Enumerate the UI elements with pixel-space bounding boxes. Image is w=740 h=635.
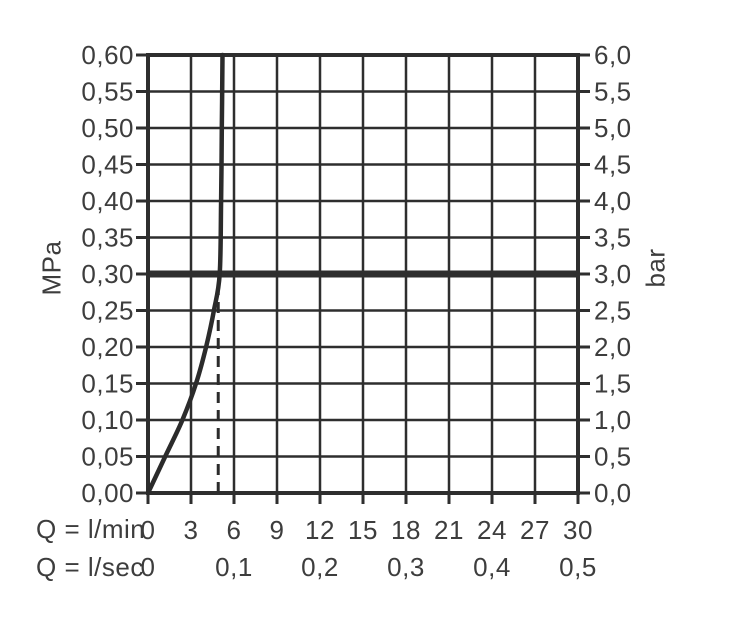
x-axis-lmin-tick-label: 15 <box>348 515 378 545</box>
x-axis-lmin-tick-label: 21 <box>434 515 464 545</box>
y-axis-right-tick-label: 4,5 <box>594 150 632 180</box>
y-axis-right-tick-label: 5,5 <box>594 77 632 107</box>
x-axis-lsec-tick-label: 0,4 <box>473 552 511 582</box>
y-axis-left-tick-label: 0,40 <box>81 186 134 216</box>
y-axis-left-tick-label: 0,10 <box>81 405 134 435</box>
x-axis-lsec-tick-label: 0,2 <box>301 552 339 582</box>
y-axis-right-title: bar <box>640 248 671 288</box>
flow-characteristic-curve <box>145 52 225 496</box>
y-axis-left-tick-label: 0,60 <box>81 40 134 70</box>
y-axis-right-tick-label: 0,0 <box>594 478 632 508</box>
y-axis-right-tick-label: 2,5 <box>594 296 632 326</box>
y-axis-right-tick-label: 6,0 <box>594 40 632 70</box>
x-axis-lmin-tick-label: 18 <box>391 515 421 545</box>
y-axis-left-tick-label: 0,30 <box>81 259 134 289</box>
x-axis-lmin-tick-label: 12 <box>305 515 335 545</box>
y-axis-right-tick-label: 3,0 <box>594 259 632 289</box>
y-axis-left-tick-label: 0,35 <box>81 223 134 253</box>
x-axis-lsec-tick-label: 0 <box>141 552 156 582</box>
y-axis-right-tick-label: 3,5 <box>594 223 632 253</box>
x-axis-lmin-tick-label: 0 <box>141 515 156 545</box>
y-axis-left-tick-label: 0,50 <box>81 113 134 143</box>
y-axis-left-tick-label: 0,15 <box>81 369 134 399</box>
x-axis-lmin-tick-label: 27 <box>520 515 550 545</box>
y-axis-right-tick-label: 0,5 <box>594 442 632 472</box>
x-axis-lsec-tick-label: 0,1 <box>215 552 253 582</box>
x-axis-lmin-tick-label: 6 <box>227 515 242 545</box>
x-axis-secondary-title: Q = l/sec <box>36 552 144 582</box>
y-axis-left-tick-label: 0,25 <box>81 296 134 326</box>
y-axis-right-tick-label: 4,0 <box>594 186 632 216</box>
y-axis-right-tick-label: 1,5 <box>594 369 632 399</box>
x-axis-lmin-tick-label: 3 <box>184 515 199 545</box>
y-axis-left-tick-label: 0,55 <box>81 77 134 107</box>
y-axis-left-tick-label: 0,20 <box>81 332 134 362</box>
x-axis-lsec-tick-label: 0,3 <box>387 552 425 582</box>
x-axis-primary-title: Q = l/min <box>36 514 146 544</box>
x-axis-lmin-tick-label: 30 <box>563 515 593 545</box>
y-axis-left-tick-label: 0,05 <box>81 442 134 472</box>
y-axis-left-tick-label: 0,00 <box>81 478 134 508</box>
y-axis-right-tick-label: 5,0 <box>594 113 632 143</box>
x-axis-lmin-tick-label: 9 <box>270 515 285 545</box>
y-axis-right-tick-label: 2,0 <box>594 332 632 362</box>
y-axis-right-tick-label: 1,0 <box>594 405 632 435</box>
y-axis-left-title: MPa <box>36 240 67 296</box>
x-axis-lsec-tick-label: 0,5 <box>559 552 597 582</box>
x-axis-lmin-tick-label: 24 <box>477 515 507 545</box>
y-axis-left-tick-label: 0,45 <box>81 150 134 180</box>
